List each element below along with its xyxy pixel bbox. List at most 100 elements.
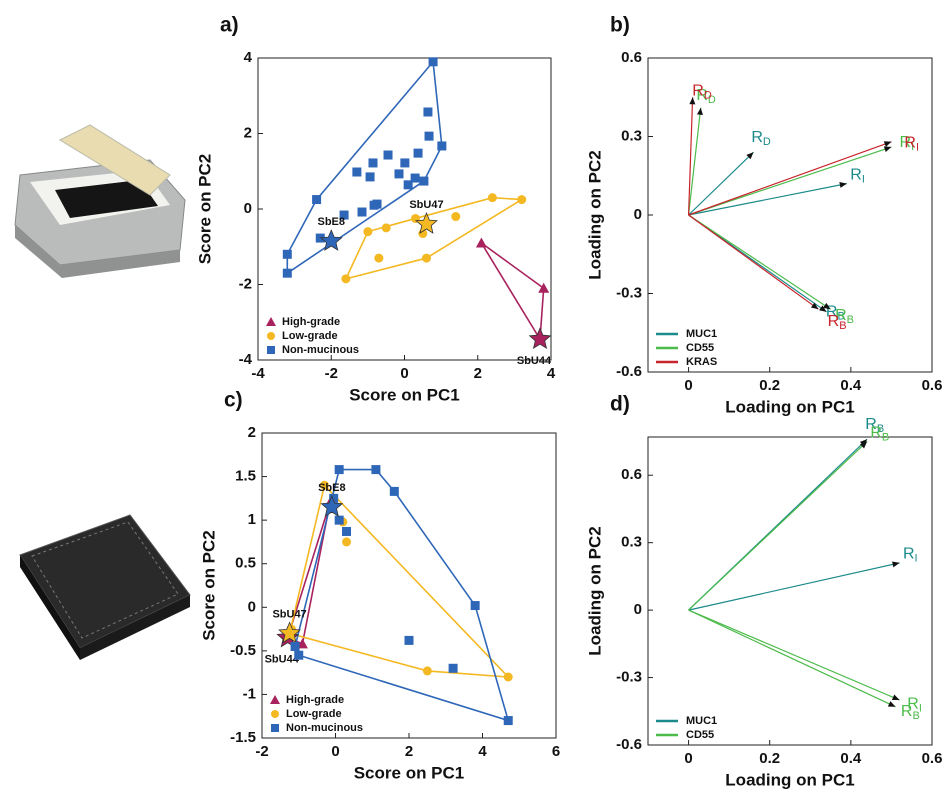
point (381, 223, 391, 233)
plate (19, 514, 191, 649)
hull (286, 502, 331, 645)
base-side (15, 225, 180, 278)
wells (31, 521, 179, 639)
star-label: SbU47 (272, 608, 306, 620)
point (487, 193, 497, 203)
legend-label: High-grade (286, 694, 344, 706)
y-tick-label: -0.3 (616, 284, 642, 301)
legend-swatch (270, 695, 280, 704)
vector-label-subscript: B (912, 710, 919, 722)
x-tick-label: 2 (474, 365, 482, 382)
y-axis-label: Loading on PC2 (585, 150, 604, 279)
legend-label: High-grade (282, 316, 340, 328)
legend-label: MUC1 (686, 328, 717, 340)
vector-label-subscript: I (916, 142, 919, 154)
y-tick-label: 0 (244, 200, 252, 217)
vector-label-subscript: D (704, 89, 712, 101)
x-tick-label: 0.2 (759, 377, 780, 394)
vector-label-base: R (865, 416, 877, 433)
arrow-head (696, 107, 703, 116)
y-tick-label: 2 (248, 424, 256, 441)
panel-label: c) (224, 389, 243, 412)
vector-label-subscript: B (839, 320, 846, 332)
point (428, 57, 438, 67)
legend-swatch (271, 710, 279, 718)
point (403, 180, 413, 190)
point (389, 486, 399, 496)
point (470, 601, 480, 611)
x-tick-label: -2 (325, 365, 338, 382)
legend-swatch (267, 346, 275, 354)
point (374, 253, 384, 263)
loading-vector (688, 214, 831, 310)
y-tick-label: -0.3 (616, 669, 642, 686)
y-axis-label: Loading on PC2 (585, 526, 604, 655)
y-tick-label: -0.6 (616, 363, 642, 380)
vector-label-subscript: I (915, 552, 918, 564)
point (404, 635, 414, 645)
arrow-head (839, 182, 847, 188)
vector-label: RI (850, 166, 865, 185)
vector-label: RI (904, 135, 919, 154)
y-tick-label: 0.3 (621, 127, 642, 144)
point (369, 200, 379, 210)
vector-label-base: R (826, 304, 838, 321)
y-tick-label: -1.5 (230, 729, 256, 746)
point (400, 158, 410, 168)
plot-frame (647, 436, 933, 746)
vector-label-base: R (907, 696, 919, 713)
legend-label: CD55 (686, 342, 714, 354)
x-tick-label: 4 (547, 365, 556, 382)
point (419, 176, 429, 186)
x-axis-label: Score on PC1 (354, 763, 465, 782)
hull (294, 468, 510, 722)
arrow-head (689, 97, 696, 105)
arrow-head (819, 305, 827, 312)
y-axis-label: Score on PC2 (195, 154, 214, 265)
arrow-head (859, 441, 868, 449)
legend-label: CD55 (686, 729, 714, 741)
point (422, 666, 432, 676)
point (342, 537, 352, 547)
legend-label: KRAS (686, 356, 717, 368)
vector-label: RI (907, 696, 922, 715)
loading-vector (688, 151, 754, 216)
star-point (528, 327, 552, 349)
arrow-head (746, 152, 754, 160)
vector-label-subscript: I (919, 703, 922, 715)
point (437, 141, 447, 151)
y-tick-label: -2 (239, 275, 252, 292)
point (282, 268, 292, 278)
point (341, 274, 351, 284)
vector-label: RI (903, 545, 918, 564)
point (410, 173, 420, 183)
loading-vector (688, 214, 819, 310)
panel-label: d) (610, 393, 630, 416)
vector-label: RD (692, 82, 712, 101)
point (294, 650, 304, 660)
panel-label: a) (220, 14, 239, 37)
x-tick-label: 4 (478, 743, 487, 760)
vector-label: RB (870, 424, 889, 443)
x-tick-label: 0 (684, 750, 692, 767)
vector-label-base: R (850, 166, 862, 183)
vector-label-base: R (692, 82, 704, 99)
y-tick-label: 0.6 (621, 466, 642, 483)
y-tick-label: 0 (634, 601, 642, 618)
star-point (414, 212, 438, 234)
x-tick-label: 0.4 (840, 377, 862, 394)
y-axis-label: Score on PC2 (199, 530, 218, 641)
x-tick-label: 0 (684, 377, 692, 394)
point (365, 172, 375, 182)
point (339, 210, 349, 220)
y-tick-label: 4 (244, 49, 253, 66)
y-tick-label: 0 (248, 598, 256, 615)
loading-vector (688, 609, 896, 708)
y-tick-label: 0.3 (621, 534, 642, 551)
point (368, 158, 378, 168)
y-tick-label: 0.6 (621, 49, 642, 66)
plate-front (80, 595, 190, 660)
x-tick-label: 6 (552, 743, 560, 760)
point (312, 195, 322, 205)
